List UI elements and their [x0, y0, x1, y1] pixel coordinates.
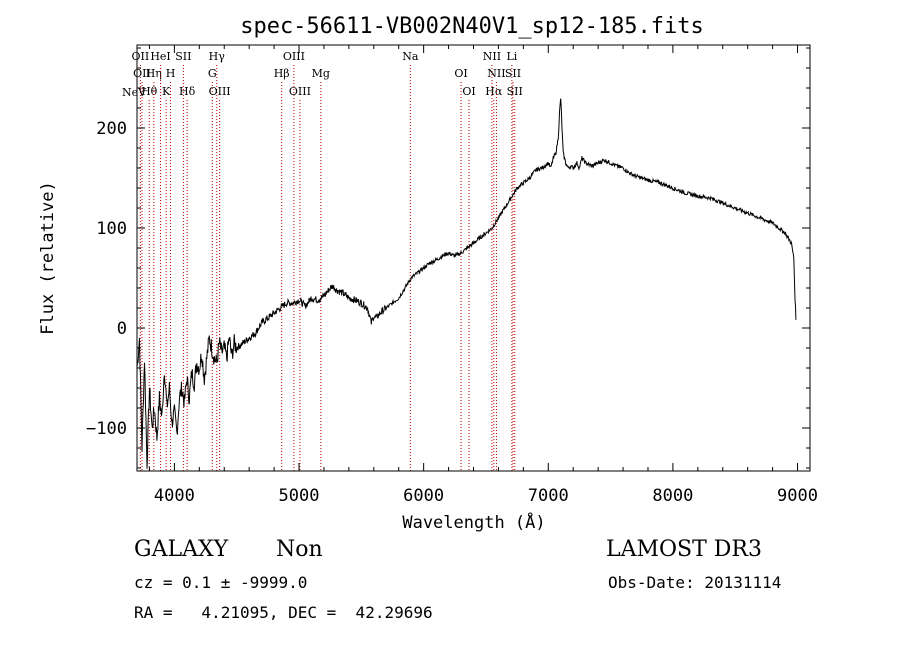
line-label-15: OIII [289, 85, 311, 98]
line-label-11: Hγ [209, 50, 226, 63]
coordinates-line: RA = 4.21095, DEC = 42.29696 [134, 603, 433, 622]
x-tick-label-6000: 6000 [403, 486, 444, 506]
line-label-23: Li [506, 50, 517, 63]
y-tick-label-200: 200 [96, 119, 127, 139]
line-label-20: NII [483, 50, 501, 63]
y-tick-label-100: 100 [96, 219, 127, 239]
object-class: GALAXY [134, 537, 229, 562]
object-subclass: Non [276, 537, 323, 562]
line-label-6: K [162, 85, 171, 98]
line-label-14: OIII [283, 50, 305, 63]
line-label-0: OII [132, 50, 150, 63]
x-tick-label-4000: 4000 [154, 486, 195, 506]
line-label-16: Mg [312, 67, 330, 80]
chart-title: spec-56611-VB002N40V1_sp12-185.fits [240, 14, 704, 39]
line-label-9: Hδ [179, 85, 196, 98]
line-label-18: OI [454, 67, 467, 80]
observation-date: Obs-Date: 20131114 [608, 573, 782, 592]
line-label-10: G [208, 67, 217, 80]
line-label-8: SII [175, 50, 191, 63]
y-tick-label-0: 0 [117, 319, 127, 339]
y-axis-label: Flux (relative) [38, 181, 58, 335]
line-label-5: HeI [150, 50, 170, 63]
line-label-1: OII [133, 67, 151, 80]
line-label-25: SII [507, 85, 523, 98]
x-tick-label-7000: 7000 [528, 486, 569, 506]
line-label-13: Hβ [274, 67, 290, 80]
line-label-24: SII [505, 67, 521, 80]
x-tick-label-9000: 9000 [777, 486, 818, 506]
redshift-line: cz = 0.1 ± -9999.0 [134, 573, 308, 592]
line-label-19: OI [462, 85, 475, 98]
survey-name: LAMOST DR3 [606, 537, 762, 562]
line-label-3: Hθ [141, 85, 158, 98]
plot-frame [136, 44, 811, 472]
x-axis-label: Wavelength (Å) [402, 511, 545, 533]
line-label-2: NeV [122, 86, 147, 99]
line-label-4: Hη [146, 67, 162, 80]
line-label-17: Na [402, 50, 419, 63]
line-label-21: Hα [485, 85, 503, 98]
line-label-22: NII [487, 67, 505, 80]
x-tick-label-8000: 8000 [652, 486, 693, 506]
line-label-7: H [166, 67, 176, 80]
spectrum-line [136, 98, 797, 469]
line-label-12: OIII [209, 85, 231, 98]
x-tick-label-5000: 5000 [279, 486, 320, 506]
y-tick-label--100: −100 [86, 419, 127, 439]
